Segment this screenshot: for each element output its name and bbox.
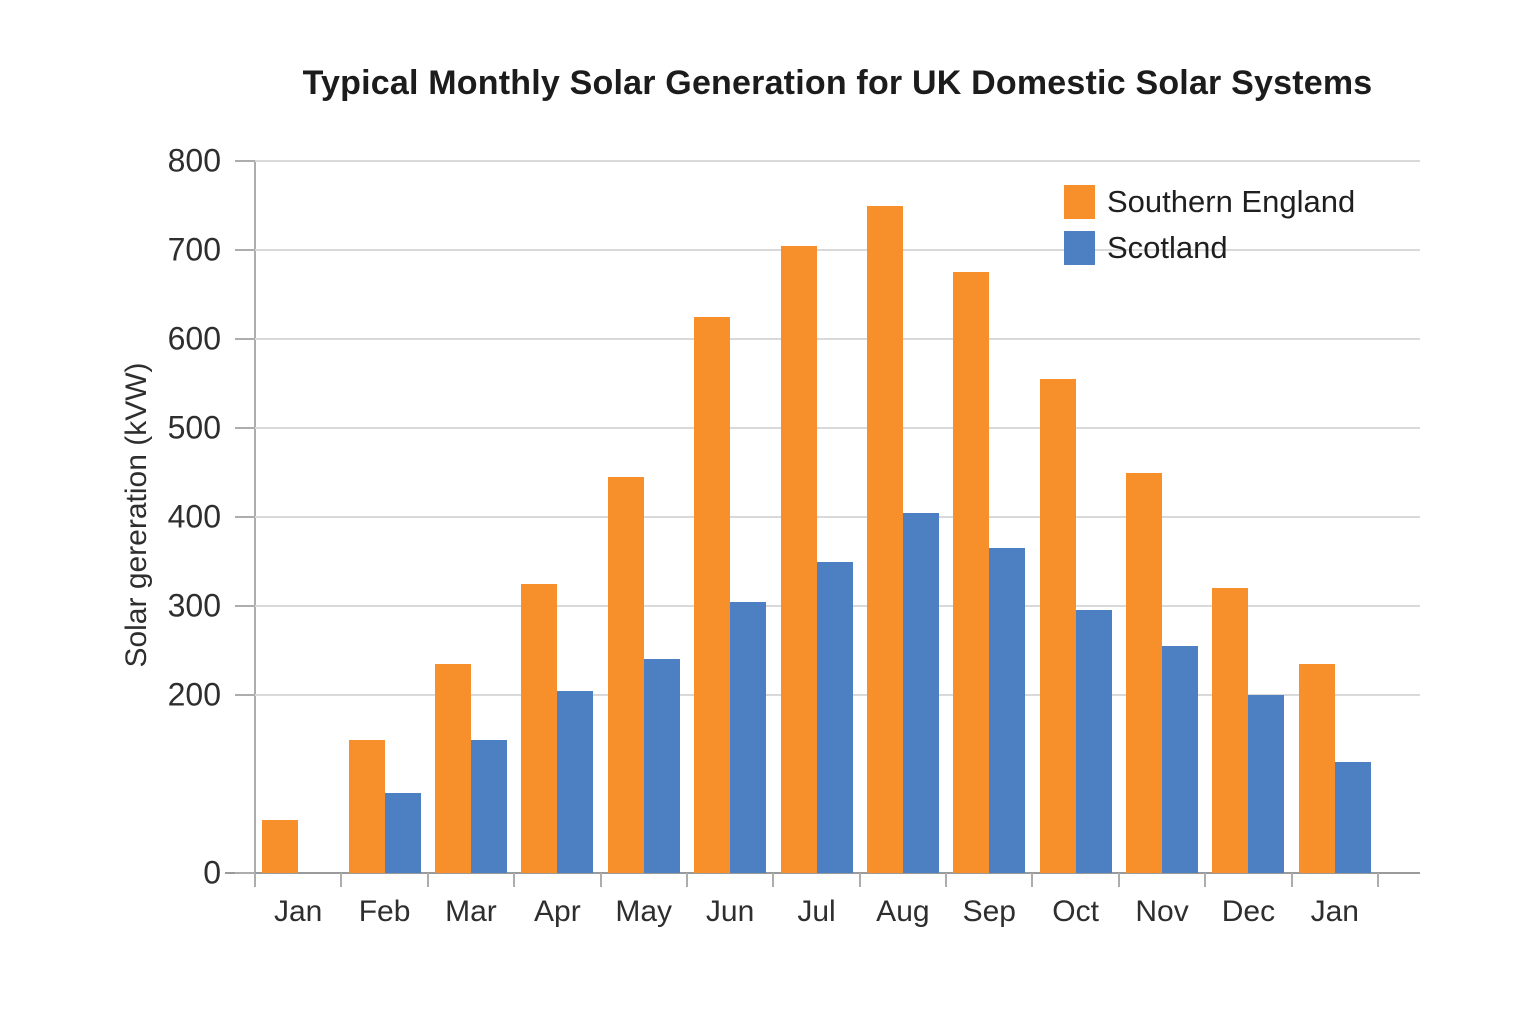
gridline-500 xyxy=(255,427,1420,429)
legend-swatch-scotland-icon xyxy=(1064,231,1095,265)
gridline-700 xyxy=(255,249,1420,251)
x-tick-3 xyxy=(513,873,516,887)
gridline-400 xyxy=(255,516,1420,518)
bar-southern-england-dec-11 xyxy=(1212,588,1249,873)
bar-southern-england-feb-1 xyxy=(348,739,385,873)
x-tick-10 xyxy=(1117,873,1120,887)
x-tick-6 xyxy=(772,873,775,887)
x-tick-label-jun-5: Jun xyxy=(705,895,755,928)
x-tick-label-nov-10: Nov xyxy=(1135,895,1189,928)
legend-label-southern-england: Southern England xyxy=(1107,184,1356,219)
bar-scotland-aug-7 xyxy=(902,512,939,873)
x-tick-9 xyxy=(1031,873,1034,887)
gridline-800 xyxy=(255,160,1420,162)
y-tick-700 xyxy=(235,249,255,251)
y-tick-600 xyxy=(235,338,255,340)
x-tick-label-jul-6: Jul xyxy=(797,895,836,928)
y-tick-label-200: 200 xyxy=(167,676,221,713)
bar-southern-england-aug-7 xyxy=(866,205,903,873)
bar-southern-england-jan-0 xyxy=(262,819,299,873)
y-tick-label-700: 700 xyxy=(167,231,221,268)
y-tick-label-400: 400 xyxy=(167,498,221,535)
y-tick-300 xyxy=(235,605,255,607)
legend-swatch-southern-england-icon xyxy=(1064,185,1095,219)
x-tick-label-sep-8: Sep xyxy=(962,895,1016,928)
x-tick-label-jan-12: Jan xyxy=(1310,895,1359,928)
x-tick-label-may-4: May xyxy=(615,895,673,928)
plot-area: 0 200 300 400 500 600 700 800 Jan Feb Mar Apr May Jun… xyxy=(168,143,1420,928)
bar-southern-england-apr-3 xyxy=(521,583,558,873)
x-tick-13 xyxy=(1377,873,1379,887)
x-tick-label-apr-3: Apr xyxy=(534,895,581,928)
y-tick-800 xyxy=(235,160,255,162)
y-tick-label-800: 800 xyxy=(167,142,221,179)
x-tick-label-mar-2: Mar xyxy=(445,895,497,928)
y-axis-title: Solar gereration (kVW) xyxy=(120,362,153,668)
legend: Southern England Scotland xyxy=(1064,184,1355,266)
bar-southern-england-nov-10 xyxy=(1126,472,1163,873)
bar-southern-england-sep-8 xyxy=(953,272,990,873)
x-tick-7 xyxy=(858,873,861,887)
bar-scotland-feb-1 xyxy=(384,792,421,873)
bar-scotland-mar-2 xyxy=(470,739,507,873)
bar-southern-england-jan-12 xyxy=(1298,663,1335,873)
y-tick-label-600: 600 xyxy=(167,320,221,357)
bar-southern-england-mar-2 xyxy=(434,663,471,873)
bar-scotland-apr-3 xyxy=(557,690,594,873)
x-tick-0 xyxy=(254,873,256,887)
legend-item-scotland: Scotland xyxy=(1064,230,1355,266)
x-tick-5 xyxy=(685,873,688,887)
x-tick-label-oct-9: Oct xyxy=(1052,895,1099,928)
y-tick-label-0: 0 xyxy=(203,854,221,891)
x-tick-12 xyxy=(1290,873,1293,887)
chart-title: Typical Monthly Solar Generation for UK … xyxy=(302,64,1373,102)
bar-scotland-may-4 xyxy=(643,659,680,873)
legend-label-scotland: Scotland xyxy=(1107,230,1228,265)
x-tick-1 xyxy=(340,873,343,887)
y-tick-0 xyxy=(235,872,255,874)
x-tick-label-jan-0: Jan xyxy=(274,895,323,928)
y-tick-200 xyxy=(235,694,255,696)
bar-scotland-jul-6 xyxy=(816,561,853,873)
gridline-600 xyxy=(255,338,1420,340)
bar-southern-england-jul-6 xyxy=(780,245,817,873)
bar-southern-england-oct-9 xyxy=(1039,379,1076,873)
x-tick-8 xyxy=(945,873,948,887)
x-tick-label-aug-7: Aug xyxy=(876,895,930,928)
x-tick-label-dec-11: Dec xyxy=(1221,895,1276,928)
bar-scotland-oct-9 xyxy=(1075,610,1112,873)
bar-scotland-jan-12 xyxy=(1334,761,1371,873)
bar-southern-england-jun-5 xyxy=(694,316,731,873)
bar-scotland-sep-8 xyxy=(989,548,1026,873)
bar-scotland-jun-5 xyxy=(730,601,767,873)
x-axis-line xyxy=(225,872,1420,874)
x-tick-4 xyxy=(599,873,602,887)
bar-southern-england-may-4 xyxy=(607,476,644,873)
y-tick-400 xyxy=(235,516,255,518)
x-tick-11 xyxy=(1204,873,1207,887)
y-tick-500 xyxy=(235,427,255,429)
bar-scotland-dec-11 xyxy=(1248,695,1285,873)
y-tick-label-300: 300 xyxy=(167,587,221,624)
x-tick-2 xyxy=(426,873,429,887)
bar-scotland-nov-10 xyxy=(1162,646,1199,873)
y-tick-label-500: 500 xyxy=(167,409,221,446)
legend-item-southern-england: Southern England xyxy=(1064,184,1355,220)
x-tick-label-feb-1: Feb xyxy=(358,895,411,928)
